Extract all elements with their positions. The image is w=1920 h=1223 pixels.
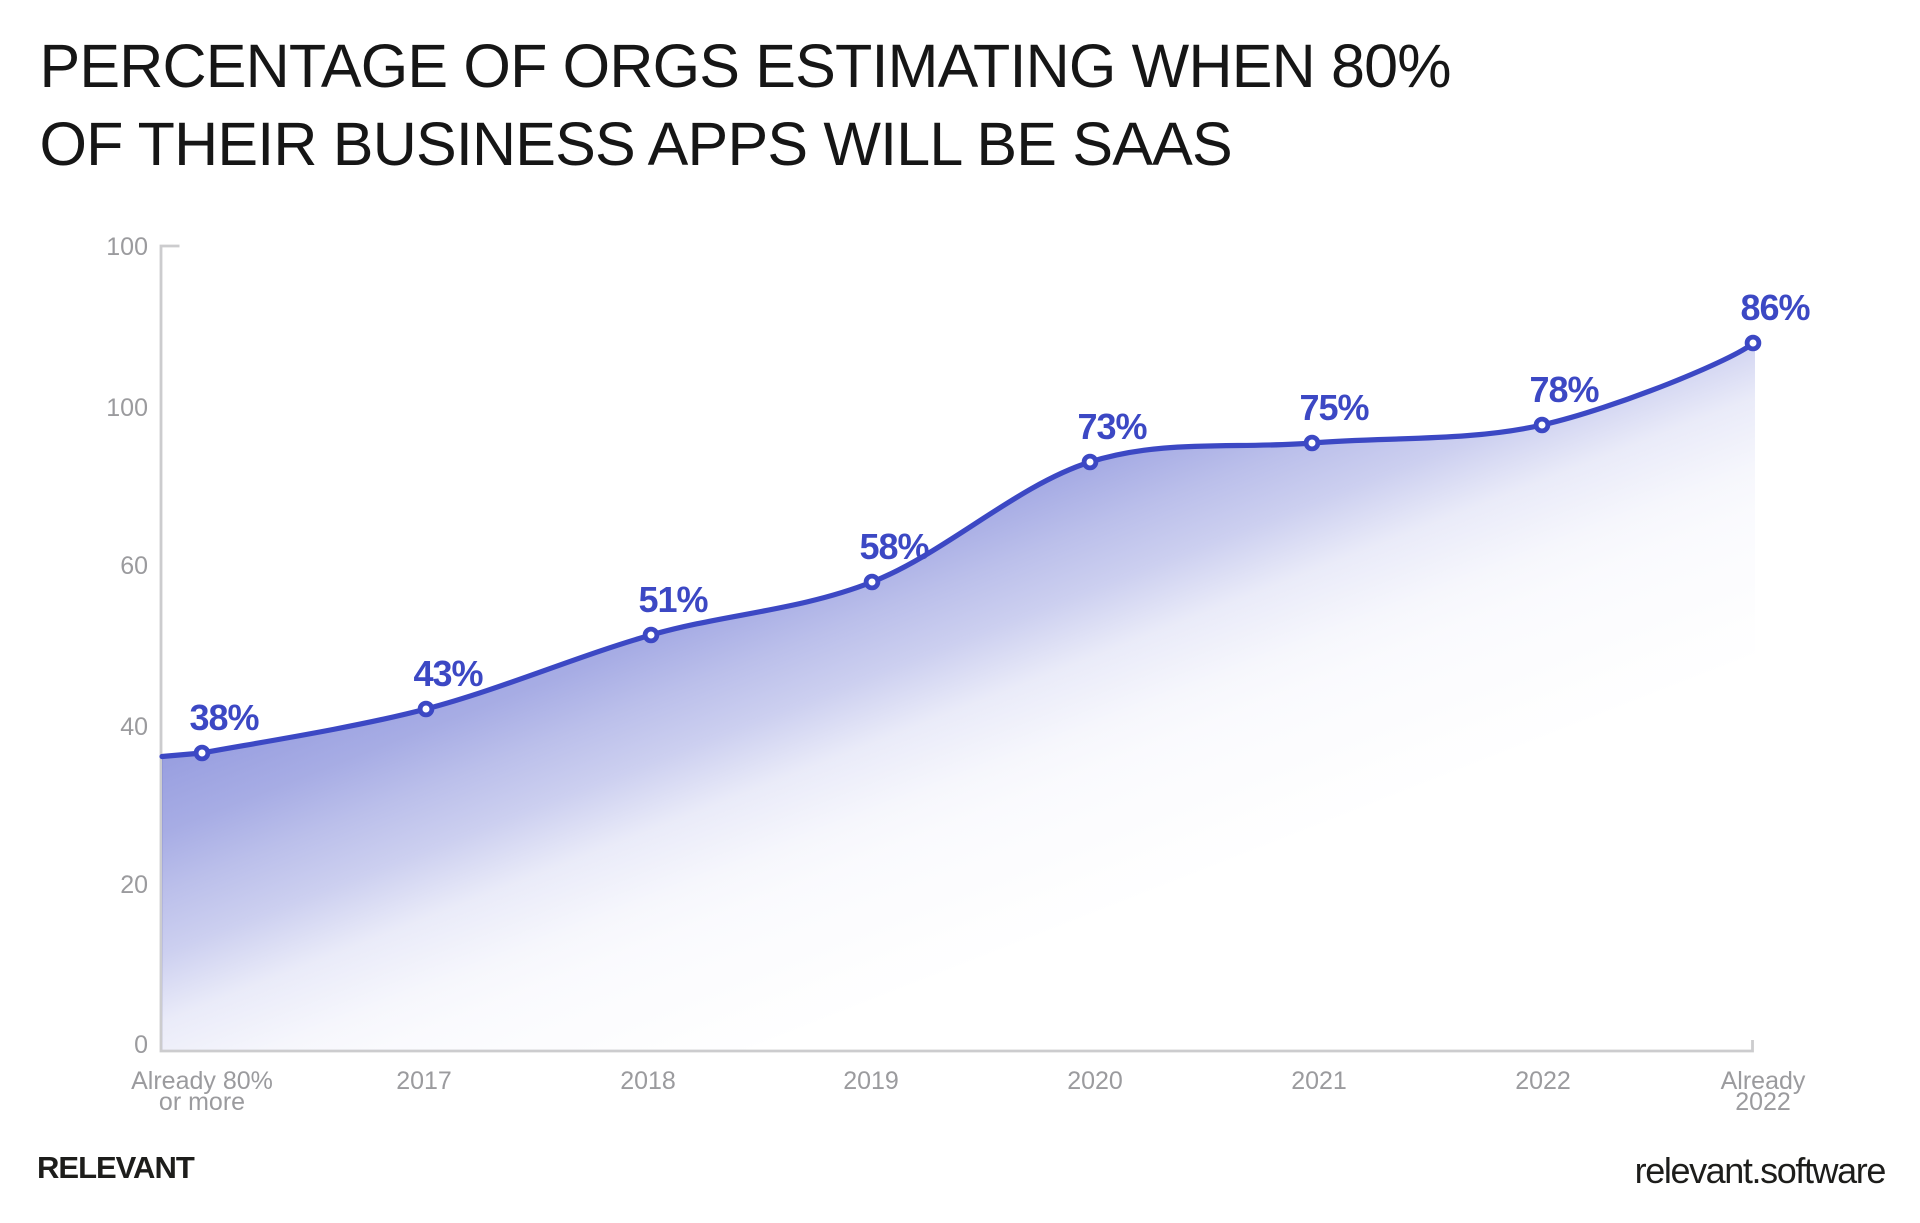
svg-text:relevant.software: relevant.software	[1635, 1150, 1886, 1191]
svg-text:2019: 2019	[843, 1067, 899, 1095]
svg-text:0: 0	[134, 1031, 148, 1059]
svg-text:RELEVANT: RELEVANT	[37, 1150, 195, 1185]
svg-text:40: 40	[120, 713, 148, 741]
svg-text:100: 100	[106, 233, 148, 261]
svg-text:2017: 2017	[396, 1067, 452, 1095]
svg-text:100: 100	[106, 394, 148, 422]
svg-text:75%: 75%	[1299, 387, 1369, 428]
svg-text:2021: 2021	[1291, 1067, 1347, 1095]
svg-text:2018: 2018	[620, 1067, 676, 1095]
svg-text:60: 60	[120, 552, 148, 580]
svg-text:78%: 78%	[1529, 369, 1599, 410]
svg-text:38%: 38%	[189, 697, 259, 738]
svg-text:OF THEIR BUSINESS APPS WILL BE: OF THEIR BUSINESS APPS WILL BE SAAS	[40, 110, 1232, 178]
svg-text:2022: 2022	[1515, 1067, 1571, 1095]
svg-text:20: 20	[120, 871, 148, 899]
svg-text:86%: 86%	[1740, 287, 1810, 328]
svg-text:or more: or more	[159, 1088, 245, 1116]
svg-text:58%: 58%	[859, 526, 929, 567]
svg-text:2020: 2020	[1067, 1067, 1123, 1095]
svg-text:43%: 43%	[413, 653, 483, 694]
svg-text:Already 80%: Already 80%	[131, 1067, 273, 1095]
svg-text:PERCENTAGE OF ORGS ESTIMATING: PERCENTAGE OF ORGS ESTIMATING WHEN 80%	[40, 32, 1451, 100]
svg-text:Already: Already	[1721, 1067, 1806, 1095]
svg-text:51%: 51%	[638, 579, 708, 620]
svg-text:2022: 2022	[1735, 1088, 1791, 1116]
svg-text:73%: 73%	[1077, 406, 1147, 447]
